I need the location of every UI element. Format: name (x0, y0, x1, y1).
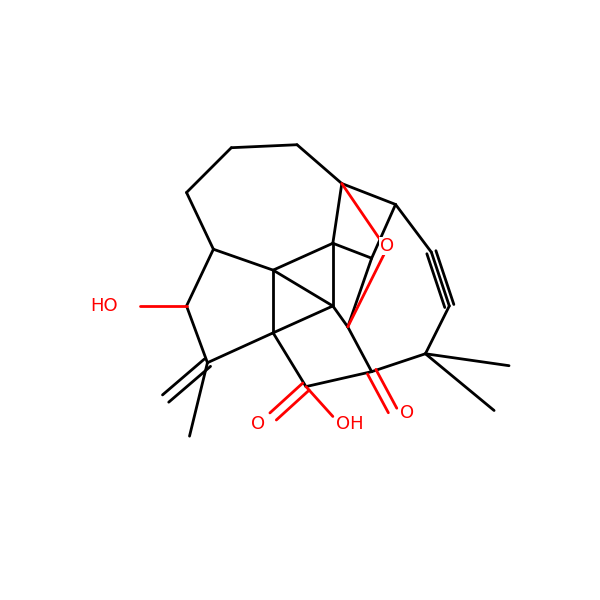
Text: O: O (380, 237, 394, 255)
Text: HO: HO (90, 297, 118, 315)
Text: O: O (400, 404, 415, 422)
Text: O: O (251, 415, 265, 433)
Text: OH: OH (336, 415, 364, 433)
